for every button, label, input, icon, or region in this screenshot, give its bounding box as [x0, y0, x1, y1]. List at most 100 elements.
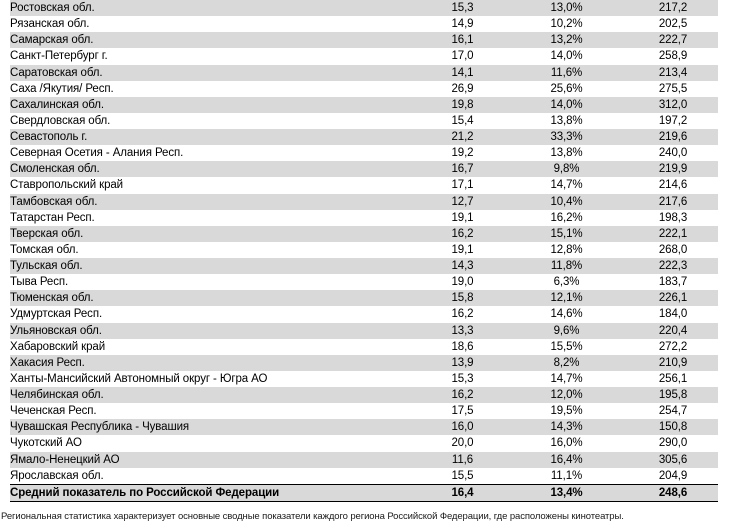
value-percent-cell: 11,6%	[505, 64, 628, 81]
value-3-cell: 305,6	[628, 451, 718, 468]
value-percent-cell: 25,6%	[550, 82, 583, 95]
region-name-cell: Севастополь г.	[10, 129, 420, 146]
region-name-cell: Тюменская обл.	[10, 290, 420, 307]
value-1-cell: 12,7	[420, 193, 505, 210]
region-name-cell: Смоленская обл.	[10, 161, 420, 178]
value-percent-cell: 16,0%	[550, 437, 583, 450]
value-3-cell: 254,7	[658, 405, 688, 418]
value-1-cell: 17,5	[451, 405, 474, 418]
table-row: Удмуртская Респ. 16,2 14,6% 184,0	[10, 306, 718, 322]
value-3-cell: 226,1	[628, 290, 718, 307]
table-row: Саха /Якутия/ Респ. 26,9 25,6% 275,5	[10, 81, 718, 97]
value-percent-cell: 15,5%	[550, 340, 583, 353]
region-name-cell: Хакасия Респ.	[10, 354, 420, 371]
value-percent-cell: 10,4%	[505, 193, 628, 210]
value-percent-cell: 11,8%	[505, 258, 628, 275]
value-3-cell: 268,0	[658, 243, 688, 256]
region-name-cell: Рязанская обл.	[10, 18, 90, 31]
region-name-cell: Северная Осетия - Алания Респ.	[10, 147, 184, 160]
table-row: Севастополь г. 21,2 33,3% 219,6	[10, 129, 718, 146]
table-row: Хакасия Респ. 13,9 8,2% 210,9	[10, 354, 718, 371]
value-1-cell: 16,0	[420, 419, 505, 436]
value-3-cell: 258,9	[658, 50, 688, 63]
region-name-cell: Сахалинская обл.	[10, 96, 420, 113]
value-3-cell: 220,4	[628, 322, 718, 339]
region-name-cell: Тамбовская обл.	[10, 193, 420, 210]
value-1-cell: 15,8	[420, 290, 505, 307]
value-1-cell: 15,3	[451, 372, 474, 385]
value-3-cell: 184,0	[658, 308, 688, 321]
table-row: Тюменская обл. 15,8 12,1% 226,1	[10, 290, 718, 307]
region-name-cell: Тверская обл.	[10, 225, 420, 242]
value-3-cell: 222,1	[628, 225, 718, 242]
value-3-cell: 150,8	[628, 419, 718, 436]
region-name-cell: Тыва Респ.	[10, 276, 69, 289]
value-percent-cell: 13,0%	[505, 0, 628, 17]
value-1-cell: 19,0	[451, 276, 474, 289]
value-3-cell: 213,4	[628, 64, 718, 81]
value-percent-cell: 9,6%	[505, 322, 628, 339]
region-name-cell: Челябинская обл.	[10, 387, 420, 404]
region-name-cell: Ставропольский край	[10, 179, 123, 192]
value-1-cell: 15,4	[451, 114, 474, 127]
table-row: Санкт-Петербург г. 17,0 14,0% 258,9	[10, 48, 718, 64]
value-percent-cell: 15,1%	[505, 225, 628, 242]
value-1-cell: 14,9	[451, 18, 474, 31]
value-percent-cell: 12,0%	[505, 387, 628, 404]
table-row: Сахалинская обл. 19,8 14,0% 312,0	[10, 96, 718, 113]
value-1-cell: 16,1	[420, 32, 505, 49]
value-3-cell: 217,2	[628, 0, 718, 17]
value-1-cell: 16,2	[420, 387, 505, 404]
region-name-cell: Удмуртская Респ.	[10, 308, 103, 321]
table-row: Тамбовская обл. 12,7 10,4% 217,6	[10, 193, 718, 210]
value-3-cell: 204,9	[658, 469, 688, 482]
value-1-cell: 26,9	[451, 82, 474, 95]
value-percent-cell: 9,8%	[505, 161, 628, 178]
table-row: Самарская обл. 16,1 13,2% 222,7	[10, 32, 718, 49]
value-3-cell: 240,0	[658, 147, 688, 160]
value-1-cell: 11,6	[420, 451, 505, 468]
value-3-cell: 272,2	[658, 340, 688, 353]
region-name-cell: Ростовская обл.	[10, 0, 420, 17]
table-row: Саратовская обл. 14,1 11,6% 213,4	[10, 64, 718, 81]
region-name-cell: Свердловская обл.	[10, 114, 111, 127]
region-name-cell: Тульская обл.	[10, 258, 420, 275]
value-1-cell: 21,2	[420, 129, 505, 146]
table-row: Тыва Респ. 19,0 6,3% 183,7	[10, 274, 718, 290]
value-3-cell: 219,6	[628, 129, 718, 146]
region-name-cell: Ульяновская обл.	[10, 322, 420, 339]
table-row: Смоленская обл. 16,7 9,8% 219,9	[10, 161, 718, 178]
value-percent-cell: 16,4%	[505, 451, 628, 468]
value-percent-cell: 8,2%	[505, 354, 628, 371]
value-1-cell: 18,6	[451, 340, 474, 353]
value-percent-cell: 14,0%	[550, 50, 583, 63]
region-name-cell: Чувашская Республика - Чувашия	[10, 419, 420, 436]
value-1-cell: 16,2	[451, 308, 474, 321]
value-1-cell: 13,9	[420, 354, 505, 371]
value-3-cell: 197,2	[658, 114, 688, 127]
region-name-cell: Санкт-Петербург г.	[10, 50, 108, 63]
value-1-cell: 17,0	[451, 50, 474, 63]
value-3-cell: 275,5	[658, 82, 688, 95]
summary-table-body: Средний показатель по Российской Федерац…	[10, 483, 718, 502]
value-1-cell: 16,7	[420, 161, 505, 178]
table-row: Ямало-Ненецкий АО 11,6 16,4% 305,6	[10, 451, 718, 468]
region-name-cell: Татарстан Респ.	[10, 211, 95, 224]
value-3-cell: 210,9	[628, 354, 718, 371]
value-3-cell: 183,7	[658, 276, 688, 289]
table-row: Рязанская обл. 14,9 10,2% 202,5	[10, 16, 718, 32]
table-row: Чеченская Респ. 17,5 19,5% 254,7	[10, 403, 718, 419]
value-percent-cell: 14,7%	[550, 372, 583, 385]
value-percent-cell: 12,1%	[505, 290, 628, 307]
summary-value-1-cell: 16,4	[420, 483, 505, 502]
region-name-cell: Хабаровский край	[10, 340, 106, 353]
summary-row: Средний показатель по Российской Федерац…	[10, 483, 718, 502]
regions-table-body: Ростовская обл. 15,3 13,0% 217,2 Рязанск…	[10, 0, 718, 484]
value-1-cell: 14,1	[420, 64, 505, 81]
table-row: Татарстан Респ. 19,1 16,2% 198,3	[10, 210, 718, 226]
regions-table: Ростовская обл. 15,3 13,0% 217,2 Рязанск…	[10, 0, 718, 502]
table-row: Северная Осетия - Алания Респ. 19,2 13,8…	[10, 145, 718, 161]
table-row: Челябинская обл. 16,2 12,0% 195,8	[10, 387, 718, 404]
value-1-cell: 17,1	[451, 179, 474, 192]
table-row: Тульская обл. 14,3 11,8% 222,3	[10, 258, 718, 275]
